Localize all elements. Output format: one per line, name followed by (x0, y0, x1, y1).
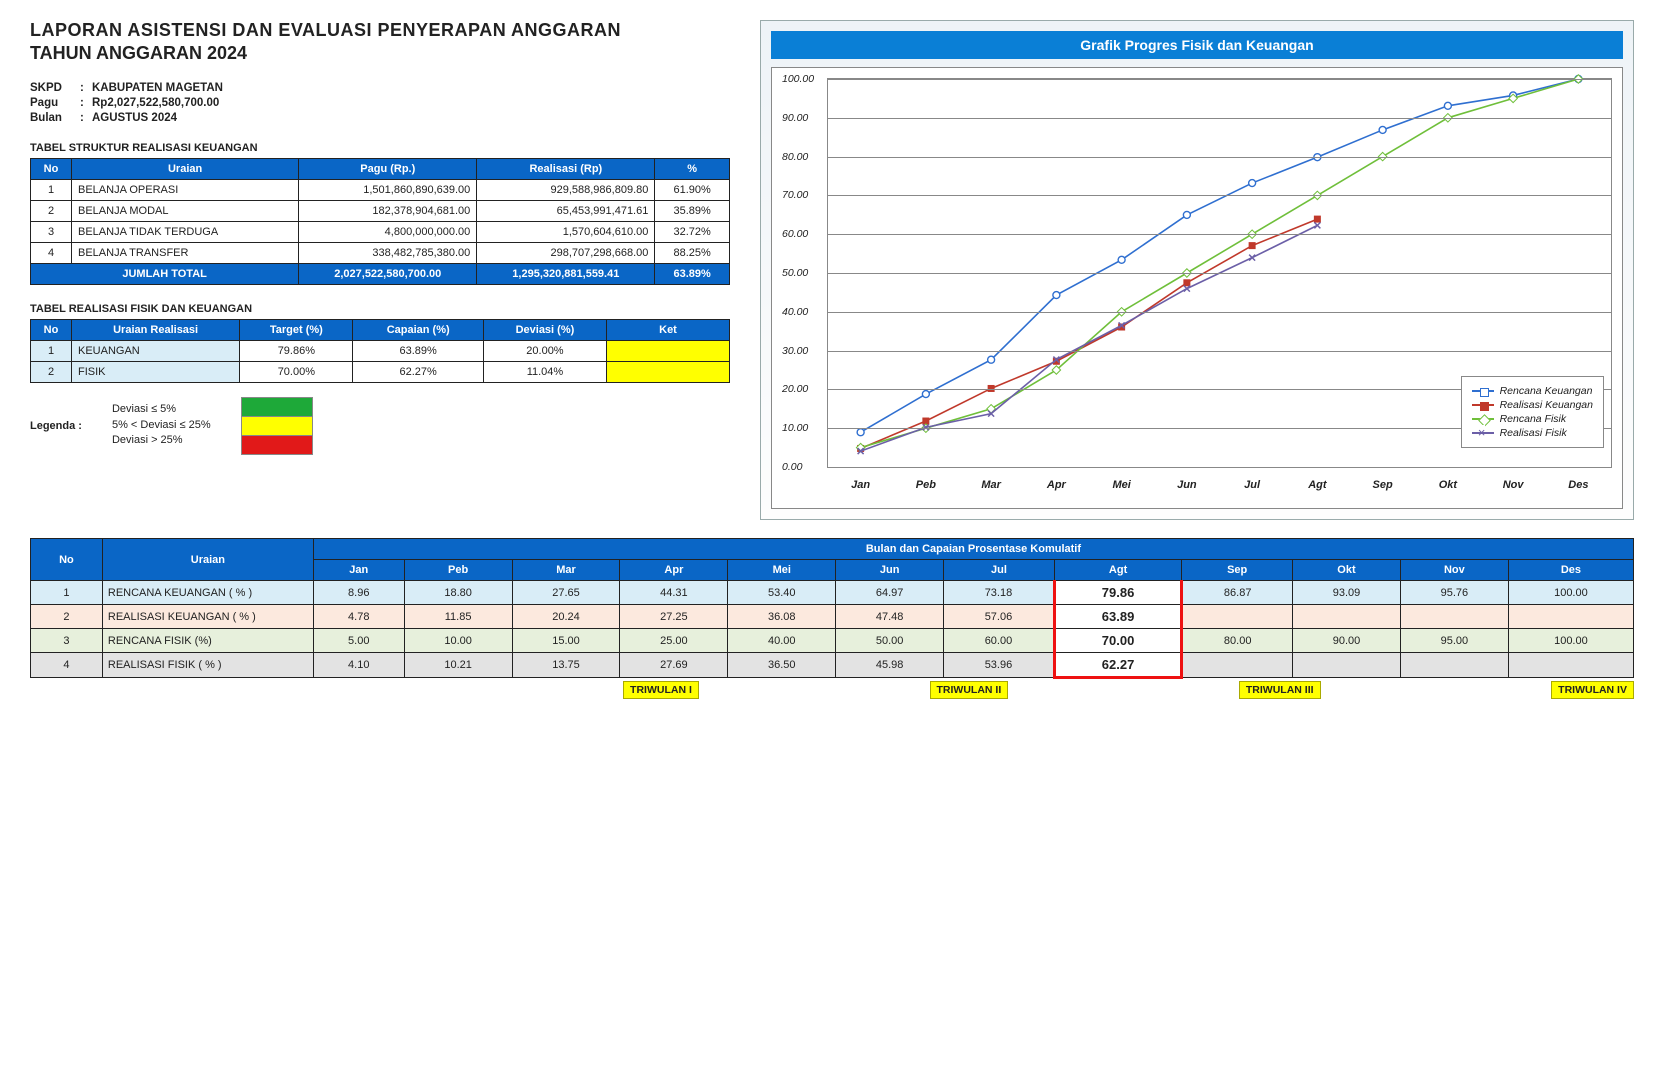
triwulan-label: TRIWULAN III (1239, 681, 1321, 699)
table-monthly: NoUraianBulan dan Capaian Prosentase Kom… (30, 538, 1634, 679)
chart-legend: Rencana KeuanganRealisasi KeuanganRencan… (1461, 376, 1604, 448)
triwulan-label: TRIWULAN II (930, 681, 1009, 699)
chart-container: Grafik Progres Fisik dan Keuangan 0.0010… (760, 20, 1634, 520)
table-row: 2REALISASI KEUANGAN ( % )4.7811.8520.242… (31, 605, 1634, 629)
table-row: 2FISIK70.00%62.27%11.04% (31, 362, 730, 383)
info-skpd: SKPD:KABUPATEN MAGETAN (30, 82, 730, 94)
table-row: 4REALISASI FISIK ( % )4.1010.2113.7527.6… (31, 653, 1634, 678)
triwulan-label: TRIWULAN I (623, 681, 699, 699)
info-bulan: Bulan:AGUSTUS 2024 (30, 112, 730, 124)
report-title-1: LAPORAN ASISTENSI DAN EVALUASI PENYERAPA… (30, 20, 730, 41)
table-total-row: JUMLAH TOTAL2,027,522,580,700.001,295,32… (31, 264, 730, 285)
table-row: 2BELANJA MODAL182,378,904,681.0065,453,9… (31, 201, 730, 222)
table2-caption: TABEL REALISASI FISIK DAN KEUANGAN (30, 303, 730, 315)
table-row: 1BELANJA OPERASI1,501,860,890,639.00929,… (31, 180, 730, 201)
triwulan-labels: TRIWULAN I TRIWULAN II TRIWULAN III TRIWULA… (30, 681, 1634, 699)
table-row: 4BELANJA TRANSFER338,482,785,380.00298,7… (31, 243, 730, 264)
table-row: 3BELANJA TIDAK TERDUGA4,800,000,000.001,… (31, 222, 730, 243)
chart-title: Grafik Progres Fisik dan Keuangan (771, 31, 1623, 59)
table-struktur-keuangan: NoUraianPagu (Rp.)Realisasi (Rp)% 1BELAN… (30, 158, 730, 285)
table-row: 3RENCANA FISIK (%)5.0010.0015.0025.0040.… (31, 629, 1634, 653)
table-row: 1RENCANA KEUANGAN ( % )8.9618.8027.6544.… (31, 581, 1634, 605)
table-fisik-keuangan: NoUraian RealisasiTarget (%)Capaian (%)D… (30, 319, 730, 383)
triwulan-label: TRIWULAN IV (1551, 681, 1634, 699)
table1-caption: TABEL STRUKTUR REALISASI KEUANGAN (30, 142, 730, 154)
table-row: 1KEUANGAN79.86%63.89%20.00% (31, 341, 730, 362)
info-pagu: Pagu:Rp2,027,522,580,700.00 (30, 97, 730, 109)
legend: Legenda : Deviasi ≤ 5%5% < Deviasi ≤ 25%… (30, 397, 730, 454)
report-title-2: TAHUN ANGGARAN 2024 (30, 43, 730, 64)
